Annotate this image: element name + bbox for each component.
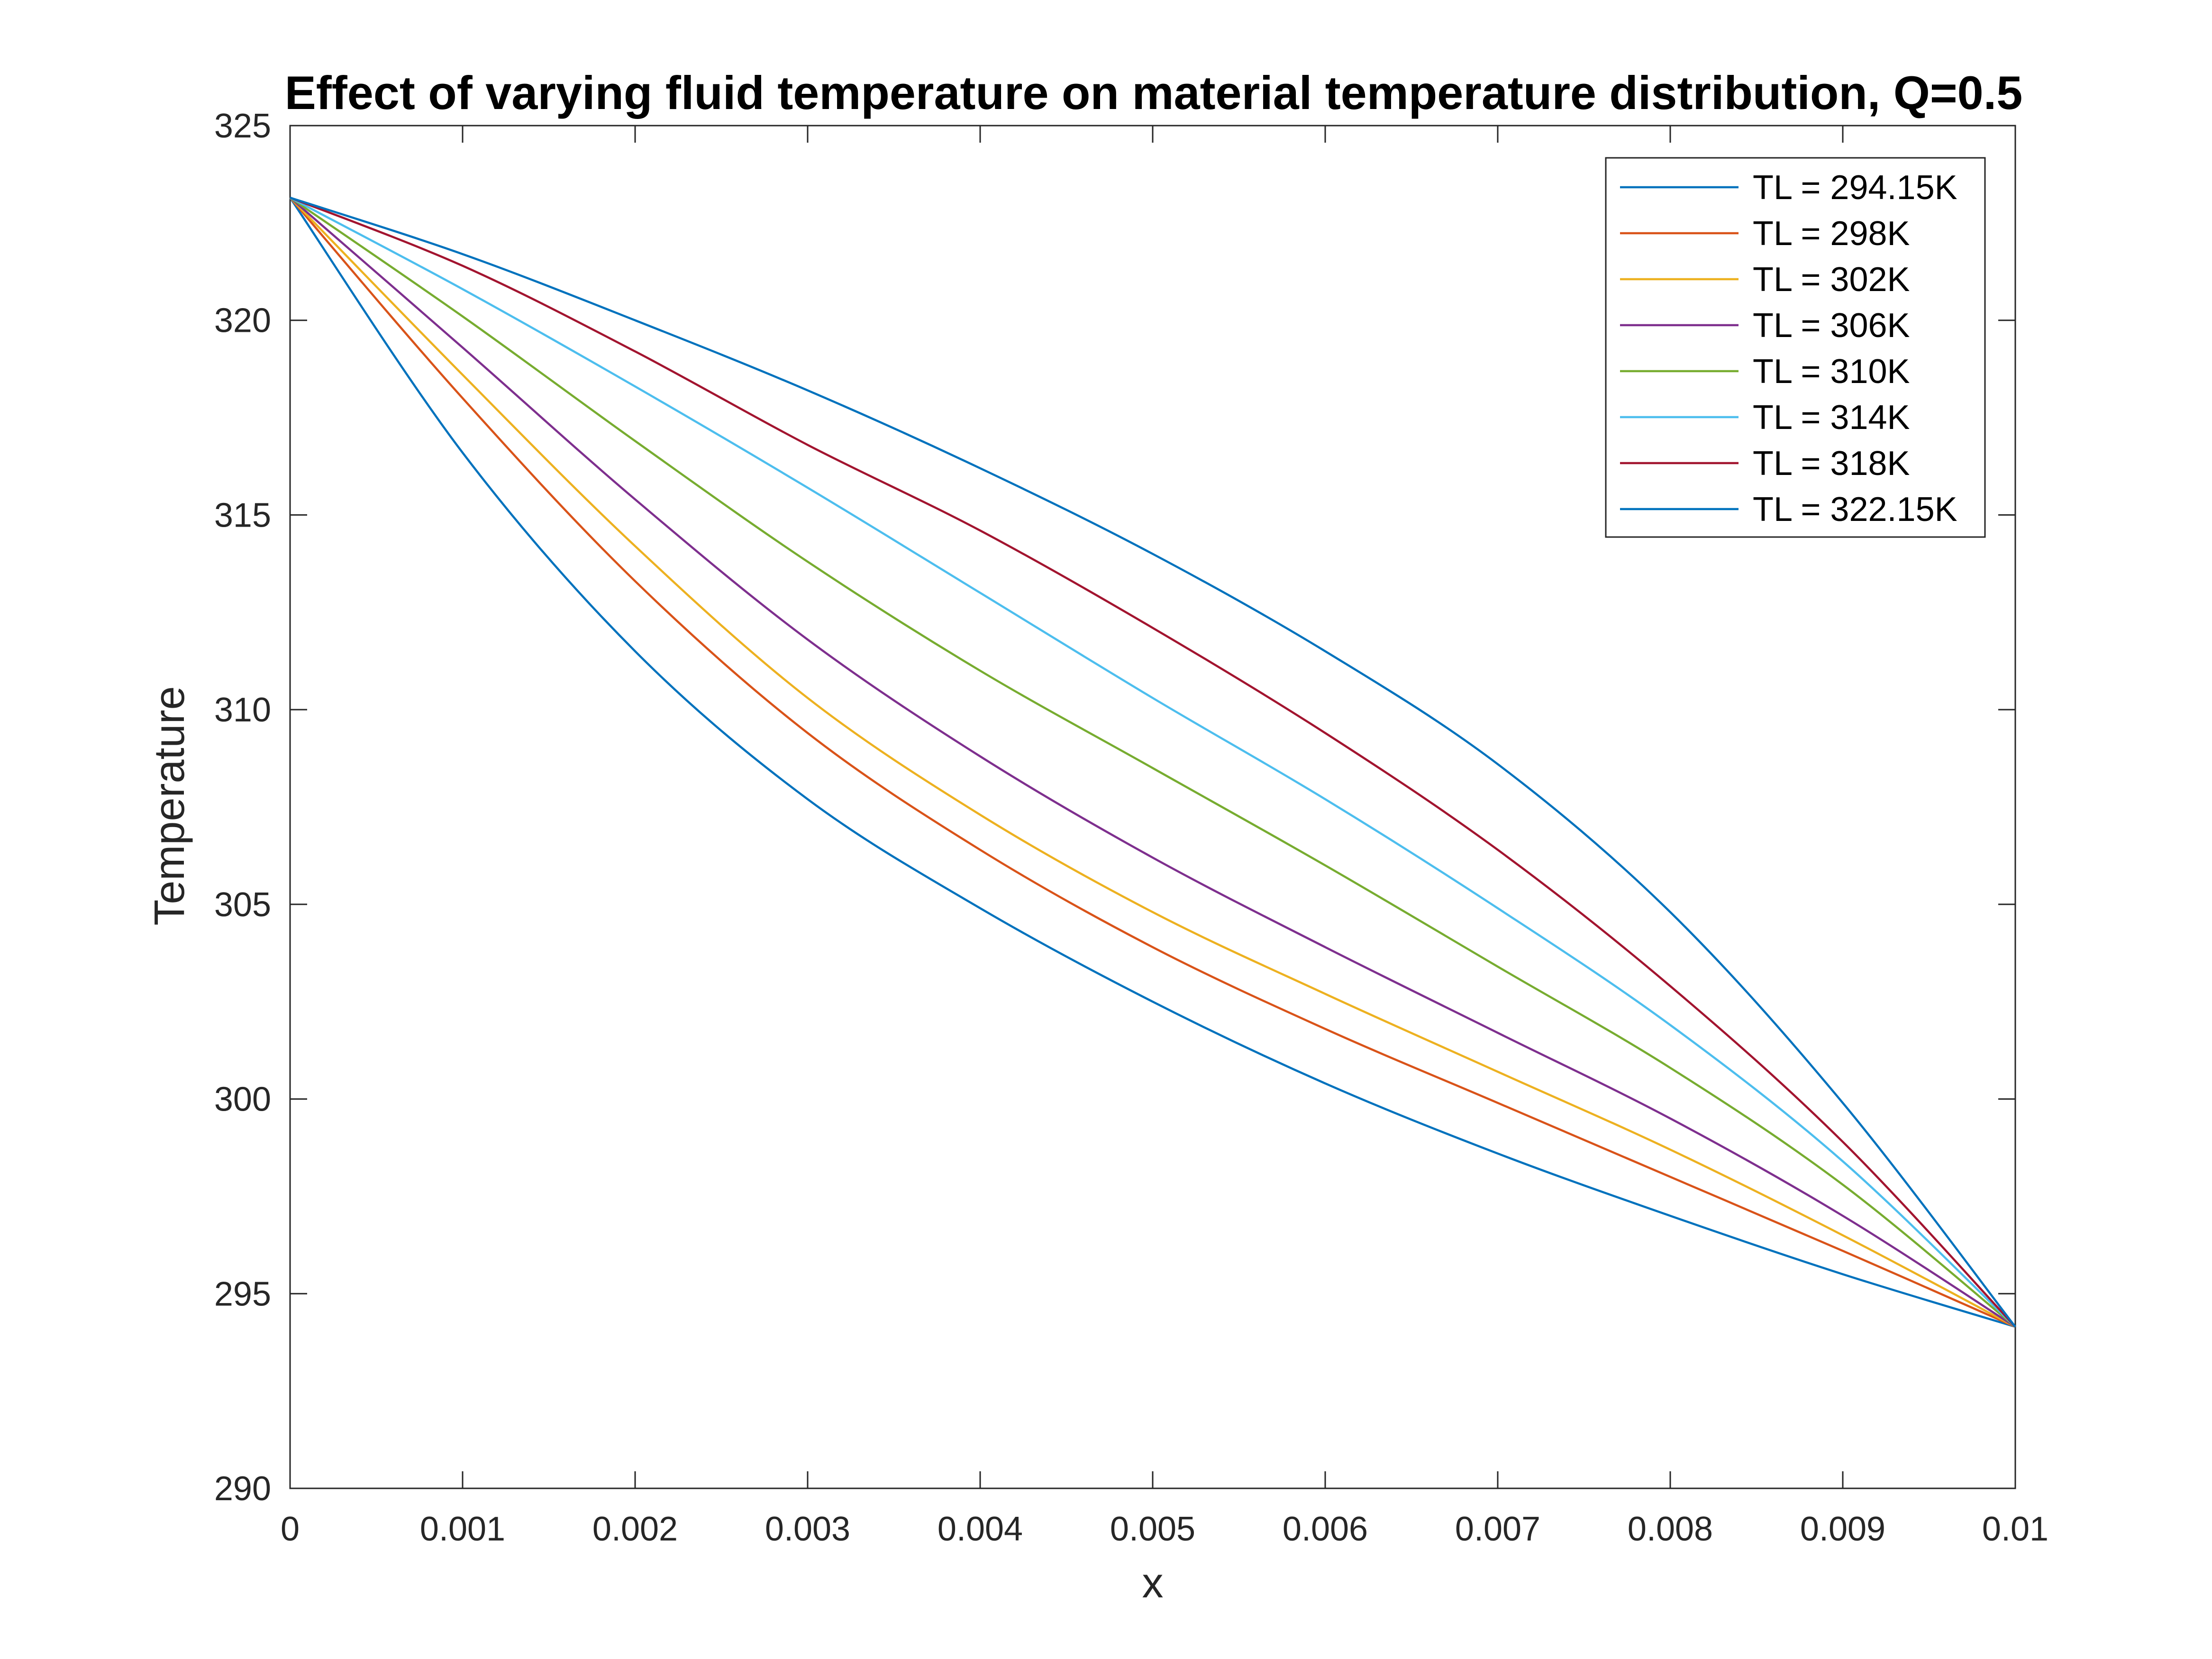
y-tick-label: 315 xyxy=(214,496,271,534)
legend-box xyxy=(1605,157,1986,538)
series-line-1 xyxy=(289,197,2016,1328)
x-tick-label: 0.002 xyxy=(592,1510,678,1548)
x-axis-label: x xyxy=(1142,1559,1164,1607)
x-tick-label: 0.004 xyxy=(938,1510,1023,1548)
series-line-8 xyxy=(290,196,2016,1328)
legend-label: TL = 314K xyxy=(1753,399,1910,437)
series-lines xyxy=(289,196,2016,1328)
x-tick-label: 0.001 xyxy=(420,1510,505,1548)
x-axis-ticks xyxy=(289,126,2016,1488)
series-line-6 xyxy=(289,196,2016,1328)
x-tick-label: 0.005 xyxy=(1110,1510,1195,1548)
series-line-2 xyxy=(289,197,2016,1328)
y-tick-label: 310 xyxy=(214,691,271,729)
legend-label: TL = 310K xyxy=(1753,353,1910,391)
y-axis-tick-labels: 290 295 300 305 310 315 320 325 xyxy=(214,107,271,1508)
y-tick-label: 325 xyxy=(214,107,271,145)
y-axis-label: Temperature xyxy=(146,686,193,925)
x-tick-label: 0.003 xyxy=(765,1510,850,1548)
series-line-7 xyxy=(290,196,2016,1328)
x-axis-tick-labels: 0 0.001 0.002 0.003 0.004 0.005 0.006 0.007 0.00… xyxy=(281,1510,2048,1548)
y-tick-label: 295 xyxy=(214,1275,271,1313)
series-line-5 xyxy=(289,197,2016,1328)
y-tick-label: 300 xyxy=(214,1081,271,1119)
legend-label: TL = 322.15K xyxy=(1753,491,1957,529)
series-line-3 xyxy=(289,197,2016,1328)
x-tick-label: 0.01 xyxy=(1982,1510,2048,1548)
legend-label: TL = 298K xyxy=(1753,215,1910,253)
x-tick-label: 0 xyxy=(281,1510,300,1548)
legend: TL = 294.15K TL = 298K TL = 302K TL = 306K T… xyxy=(1605,157,1986,538)
y-axis-ticks xyxy=(290,125,2015,1489)
y-tick-label: 320 xyxy=(214,302,271,340)
y-tick-label: 305 xyxy=(214,886,271,924)
legend-label: TL = 302K xyxy=(1753,261,1910,299)
legend-label: TL = 306K xyxy=(1753,307,1910,345)
legend-items: TL = 294.15K TL = 298K TL = 302K TL = 306K T… xyxy=(1620,169,1957,529)
legend-label: TL = 294.15K xyxy=(1753,169,1957,207)
x-tick-label: 0.008 xyxy=(1628,1510,1713,1548)
series-line-4 xyxy=(289,197,2016,1328)
x-tick-label: 0.007 xyxy=(1455,1510,1540,1548)
x-tick-label: 0.009 xyxy=(1800,1510,1885,1548)
legend-label: TL = 318K xyxy=(1753,445,1910,483)
y-tick-label: 290 xyxy=(214,1470,271,1508)
chart-title: Effect of varying fluid temperature on m… xyxy=(285,66,2023,119)
x-tick-label: 0.006 xyxy=(1283,1510,1368,1548)
